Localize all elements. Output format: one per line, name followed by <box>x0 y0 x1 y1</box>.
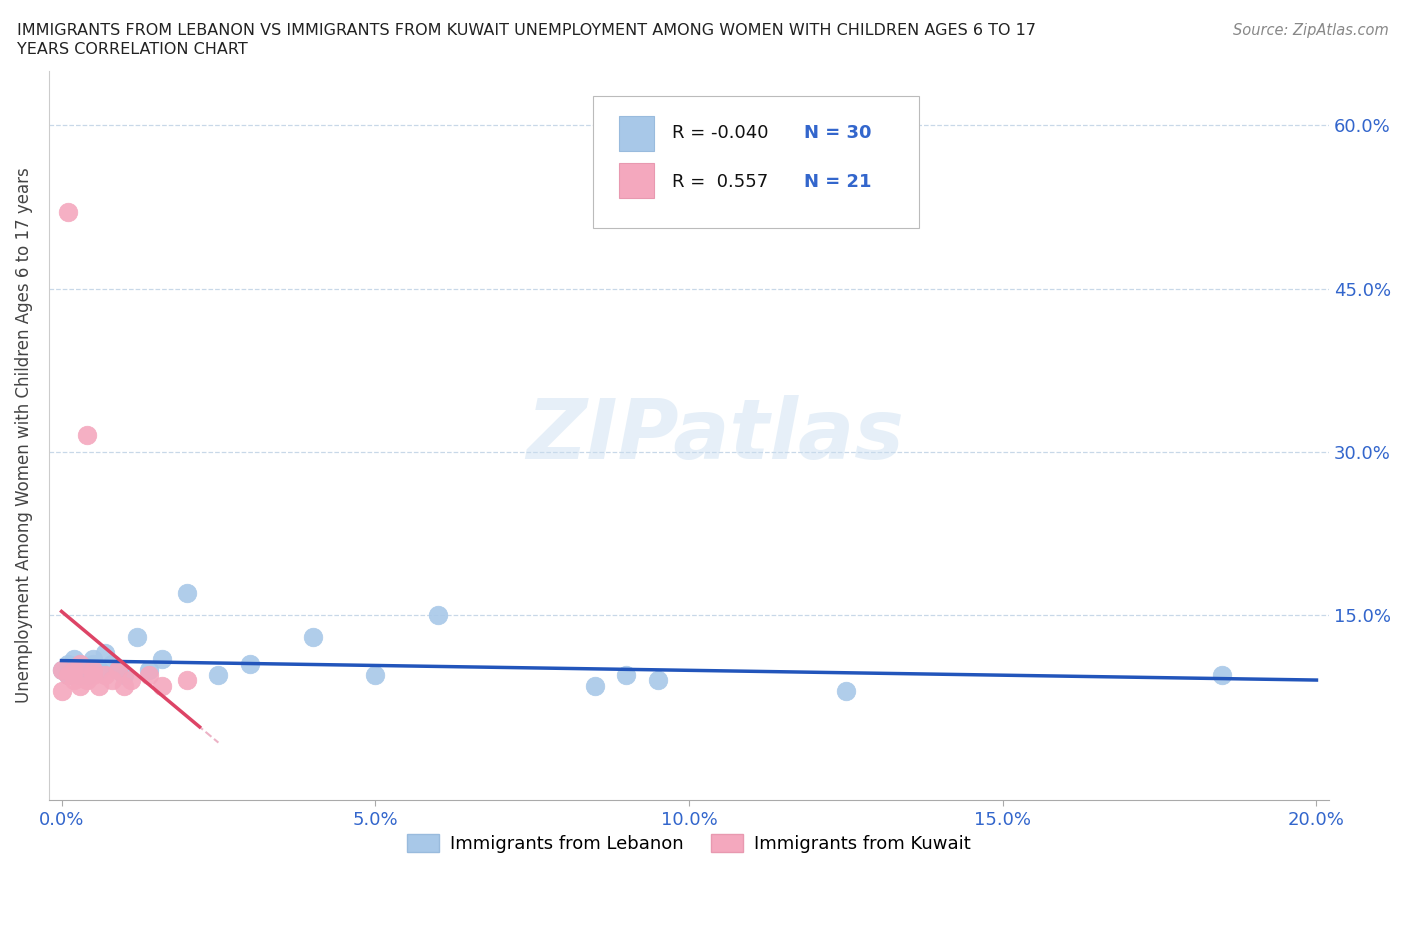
Point <box>176 586 198 601</box>
Point <box>207 668 229 683</box>
Point <box>76 673 98 688</box>
Point <box>56 657 79 671</box>
Text: ZIPatlas: ZIPatlas <box>526 395 904 476</box>
Point <box>94 668 117 683</box>
Point <box>112 668 135 683</box>
Point <box>89 662 111 677</box>
Point <box>76 668 98 683</box>
Point <box>427 607 450 622</box>
Point <box>69 657 91 671</box>
Y-axis label: Unemployment Among Women with Children Ages 6 to 17 years: Unemployment Among Women with Children A… <box>15 167 32 703</box>
Point <box>63 662 86 677</box>
Point <box>89 679 111 694</box>
Point <box>138 668 160 683</box>
Point <box>69 668 91 683</box>
Point <box>150 679 173 694</box>
Point <box>56 668 79 683</box>
Point <box>63 651 86 666</box>
Point <box>239 657 262 671</box>
Point <box>107 662 129 677</box>
Point <box>100 673 122 688</box>
Point <box>51 662 73 677</box>
Point <box>176 673 198 688</box>
Point <box>82 668 104 683</box>
Point <box>107 662 129 677</box>
Point <box>82 657 104 671</box>
Point <box>69 657 91 671</box>
FancyBboxPatch shape <box>593 97 920 228</box>
Point <box>56 205 79 219</box>
Point <box>63 662 86 677</box>
Point <box>835 684 858 698</box>
Text: YEARS CORRELATION CHART: YEARS CORRELATION CHART <box>17 42 247 57</box>
Point <box>364 668 387 683</box>
Point <box>120 673 142 688</box>
Text: Source: ZipAtlas.com: Source: ZipAtlas.com <box>1233 23 1389 38</box>
Text: R = -0.040: R = -0.040 <box>672 124 769 141</box>
Point <box>82 662 104 677</box>
Point <box>76 662 98 677</box>
Point <box>150 651 173 666</box>
Point <box>647 673 669 688</box>
Point <box>63 673 86 688</box>
Point <box>94 645 117 660</box>
Bar <box>619 164 654 198</box>
Text: R =  0.557: R = 0.557 <box>672 173 769 192</box>
Point <box>51 662 73 677</box>
Point <box>51 684 73 698</box>
Point <box>301 630 323 644</box>
Point <box>583 679 606 694</box>
Point <box>69 679 91 694</box>
Point <box>56 668 79 683</box>
Point <box>614 668 637 683</box>
Bar <box>619 116 654 151</box>
Point <box>82 651 104 666</box>
Text: N = 21: N = 21 <box>804 173 872 192</box>
Point <box>76 428 98 443</box>
Point <box>1211 668 1233 683</box>
Text: IMMIGRANTS FROM LEBANON VS IMMIGRANTS FROM KUWAIT UNEMPLOYMENT AMONG WOMEN WITH : IMMIGRANTS FROM LEBANON VS IMMIGRANTS FR… <box>17 23 1036 38</box>
Point <box>125 630 148 644</box>
Legend: Immigrants from Lebanon, Immigrants from Kuwait: Immigrants from Lebanon, Immigrants from… <box>399 827 979 860</box>
Text: N = 30: N = 30 <box>804 124 872 141</box>
Point <box>112 679 135 694</box>
Point <box>100 657 122 671</box>
Point <box>138 662 160 677</box>
